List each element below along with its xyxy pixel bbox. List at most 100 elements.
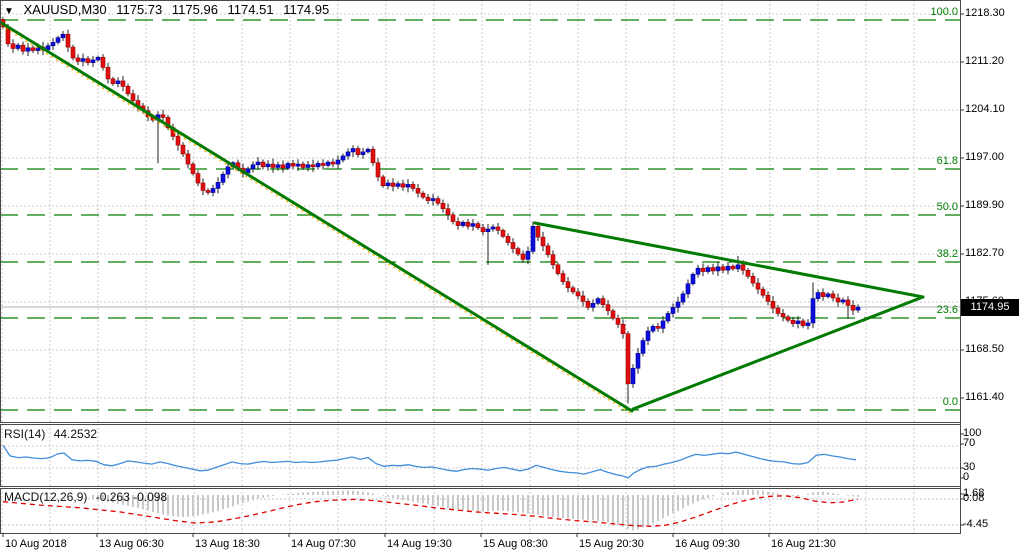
macd-indicator-values: -0.263 -0.098 <box>95 490 168 504</box>
price-axis-label: 1204.10 <box>965 103 1005 115</box>
candle-bear <box>105 67 111 80</box>
candle-bull <box>695 267 701 275</box>
symbol-dropdown-icon[interactable]: ▼ <box>4 6 14 17</box>
candle-bear <box>65 33 71 48</box>
candle-bear <box>850 305 856 311</box>
candle-bear <box>375 162 381 178</box>
candle-bear <box>655 326 661 329</box>
candle-bull <box>225 166 231 175</box>
candle-bear <box>475 223 481 228</box>
candle-bull <box>855 306 861 311</box>
candle-bear <box>125 86 131 95</box>
candle-bull <box>245 168 251 174</box>
candle-bull <box>285 163 291 169</box>
candle-bear <box>700 267 706 272</box>
candle-bull <box>360 151 366 155</box>
candle-bear <box>555 264 561 274</box>
candle-bear <box>180 144 186 155</box>
candle-bear <box>535 225 541 238</box>
time-axis-label: 14 Aug 07:30 <box>291 538 356 550</box>
candle-bull <box>305 164 311 168</box>
candle-bear <box>400 183 406 188</box>
candle-bull <box>90 59 96 63</box>
rsi-indicator-value: 44.2532 <box>53 427 98 441</box>
candle-bear <box>455 221 461 226</box>
price-axis-label: 1218.30 <box>965 7 1005 19</box>
candle-bull <box>340 155 346 161</box>
time-axis-label: 16 Aug 21:30 <box>771 538 836 550</box>
candle-bull <box>595 298 601 304</box>
candle-bear <box>450 214 456 222</box>
candle-bull <box>815 292 821 299</box>
fib-level-label: 38.2 <box>936 248 958 260</box>
time-axis-label: 10 Aug 2018 <box>5 538 67 550</box>
price-axis-label: 1168.50 <box>965 343 1004 355</box>
price-axis-label: 1189.90 <box>965 199 1004 211</box>
fib-level-label: 50.0 <box>936 201 958 213</box>
candle-bull <box>365 148 371 153</box>
time-axis-label: 13 Aug 18:30 <box>195 538 260 550</box>
candle-bull <box>345 151 351 157</box>
candle-bear <box>820 292 826 297</box>
candle-bear <box>370 148 376 164</box>
candle-bull <box>15 44 21 49</box>
candle-bear <box>195 173 201 184</box>
candle-bull <box>385 182 391 187</box>
candle-bull <box>405 184 411 188</box>
candle-bear <box>750 276 756 284</box>
candle-bear <box>545 245 551 255</box>
candle-bull <box>810 298 816 324</box>
candle-bear <box>610 310 616 319</box>
candle-bear <box>495 226 501 231</box>
candle-bear <box>775 307 781 314</box>
candle-bear <box>330 161 336 165</box>
candle-bull <box>485 228 491 232</box>
triangle-lower-line[interactable] <box>631 295 925 411</box>
rsi-pane-label: RSI(14) 44.2532 <box>4 427 102 441</box>
candle-bear <box>520 253 526 260</box>
current-price-badge: 1174.95 <box>961 299 1019 316</box>
candle-bear <box>190 163 196 174</box>
candle-bear <box>560 273 566 283</box>
rsi-indicator-name: RSI(14) <box>4 427 46 441</box>
rsi-line <box>2 445 857 479</box>
fib-level-label: 23.6 <box>936 304 958 316</box>
candle-bull <box>725 265 731 271</box>
rsi-axis-label: 70 <box>963 437 976 449</box>
candle-bear <box>300 163 306 168</box>
candle-bull <box>395 183 401 187</box>
candle-bear <box>790 319 796 324</box>
candle-bull <box>490 226 496 230</box>
candle-bull <box>670 307 676 314</box>
candle-bull <box>665 313 671 322</box>
candle-bull <box>350 148 356 153</box>
candle-bull <box>335 159 341 165</box>
candle-bull <box>55 37 61 43</box>
candle-bear <box>420 192 426 198</box>
candle-bull <box>660 320 666 329</box>
candle-bull <box>210 188 216 193</box>
triangle-upper-line[interactable] <box>533 221 925 299</box>
price-axis-label: 1161.40 <box>965 391 1004 403</box>
ohlc-close: 1174.95 <box>283 2 330 17</box>
candle-bear <box>380 176 386 187</box>
macd-signal-line <box>2 495 859 527</box>
candle-bear <box>600 298 606 306</box>
candle-bear <box>515 248 521 255</box>
candle-bear <box>355 148 361 155</box>
candle-bear <box>440 202 446 210</box>
candle-bull <box>690 273 696 285</box>
candle-bull <box>680 293 686 303</box>
candle-bear <box>120 80 126 87</box>
candle-bear <box>75 57 81 62</box>
candle-bull <box>255 161 261 166</box>
candle-bear <box>310 164 316 168</box>
candle-bull <box>50 42 56 47</box>
candle-bear <box>280 164 286 169</box>
candle-bear <box>550 254 556 266</box>
candle-bull <box>215 182 221 189</box>
trendline-descending[interactable] <box>0 20 634 413</box>
candle-bear <box>415 188 421 194</box>
candle-bull <box>460 221 466 226</box>
